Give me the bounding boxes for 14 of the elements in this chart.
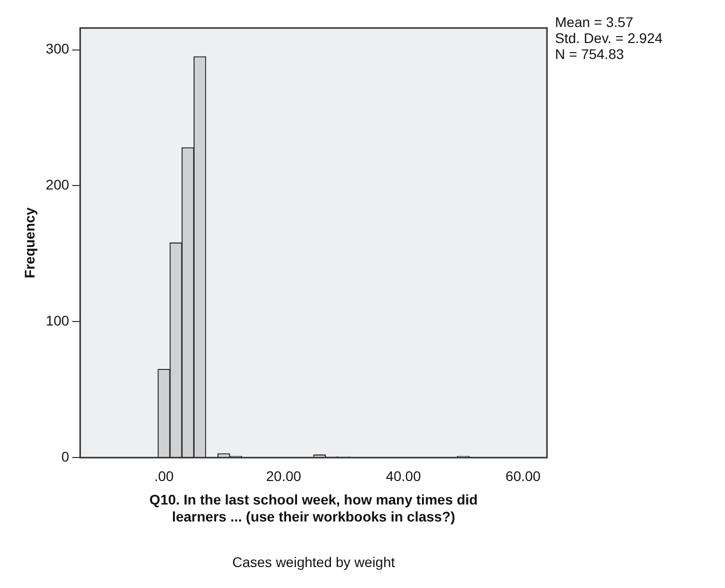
y-tick-label: 200 [46, 176, 70, 193]
y-axis-title: Frequency [21, 207, 38, 278]
text: Std. Dev. = 2.924 [555, 30, 663, 46]
text: N = 754.83 [555, 46, 624, 62]
x-tick-label: 40.00 [386, 468, 422, 484]
text: Mean = 3.57 [555, 14, 634, 30]
x-axis-title: Q10. In the last school week, how many times did learners ... (use their workbooks in class?) [149, 492, 478, 524]
x-tick-label: .00 [154, 468, 174, 484]
x-tick-label: 20.00 [266, 468, 302, 484]
y-tick-label: 100 [46, 312, 70, 329]
y-tick-label: 0 [61, 448, 70, 464]
text: Cases weighted by weight [232, 554, 396, 570]
y-tick-label: 300 [46, 40, 70, 57]
x-tick-label: 60.00 [506, 468, 541, 484]
